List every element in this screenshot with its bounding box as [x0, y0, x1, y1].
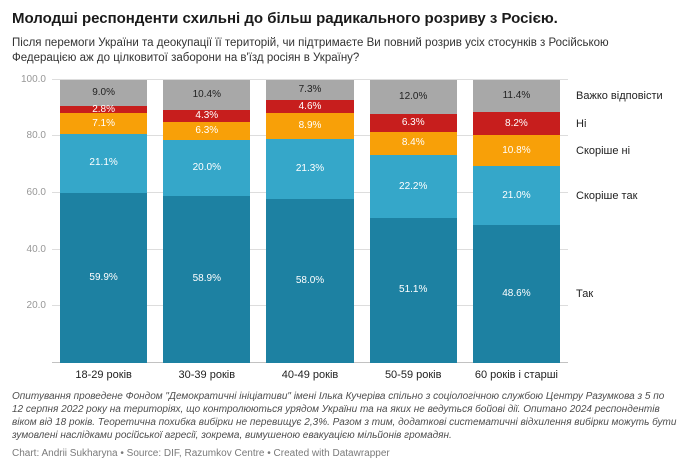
segment-value-label: 4.3% [195, 109, 219, 121]
bar-segment: 51.1% [369, 218, 457, 363]
segment-value-label: 10.4% [192, 88, 221, 100]
segment-value-label: 7.3% [298, 84, 322, 96]
legend: Так Скоріше так Скоріше ні Ні Важко відповіс… [574, 80, 678, 363]
bar-column: 51.1% 22.2% 8.4% 6.3% 12.0% [362, 79, 465, 363]
bar-segment: 7.1% [60, 113, 148, 134]
segment-value-label: 51.1% [399, 284, 428, 296]
bar-segment: 58.9% [163, 196, 251, 363]
bar-segment: 20.0% [163, 139, 251, 197]
gridline [52, 78, 568, 80]
x-axis-label: 30-39 років [178, 368, 236, 381]
credit-line: Chart: Andrii Sukharyna • Source: DIF, R… [12, 447, 390, 459]
bar-segment: 4.3% [163, 109, 251, 122]
segment-value-label: 8.9% [298, 120, 322, 131]
bar-segment: 2.8% [60, 103, 148, 115]
segment-value-label: 8.2% [505, 117, 528, 129]
bar-segment: 21.1% [60, 133, 148, 194]
segment-value-label: 7.1% [92, 117, 115, 129]
segment-value-label: 21.3% [295, 162, 325, 174]
legend-label: Важко відповісти [576, 89, 663, 102]
bar-segment: 21.3% [266, 138, 354, 199]
segment-value-label: 22.2% [399, 180, 428, 192]
bar-segment: 59.9% [60, 193, 148, 363]
bar-segment: 8.4% [369, 131, 457, 156]
segment-value-label: 58.9% [192, 273, 221, 285]
segment-value-label: 58.0% [295, 274, 325, 286]
legend-label: Так [576, 288, 594, 300]
footnote: Опитування проведене Фондом "Демократичн… [12, 390, 677, 442]
bar-segment: 9.0% [60, 80, 148, 106]
plot-area: 20.0 40.0 60.0 80.0 100.0 59.9% 21.1% 7.1% 2.8% 9… [21, 74, 568, 363]
bar-segment: 10.8% [472, 135, 561, 166]
chart-subtitle: Після перемоги України та деокупації її … [12, 36, 609, 65]
bar-segment: 11.4% [472, 79, 561, 113]
segment-value-label: 11.4% [502, 89, 531, 101]
segment-value-label: 21.0% [502, 189, 531, 201]
bar-segment: 8.2% [472, 112, 561, 136]
bar-segment: 6.3% [163, 121, 251, 140]
bar-segment: 21.0% [472, 165, 561, 226]
bar-column: 48.6% 21.0% 10.8% 8.2% 11.4% [465, 79, 568, 363]
y-tick-label: 80.0 [26, 130, 46, 142]
x-axis-label: 18-29 років [75, 368, 132, 381]
y-tick-label: 40.0 [26, 243, 46, 255]
legend-label: Скоріше ні [576, 144, 631, 157]
segment-value-label: 20.0% [192, 161, 221, 173]
bar-column: 58.9% 20.0% 6.3% 4.3% 10.4% [155, 80, 258, 363]
bars: 59.9% 21.1% 7.1% 2.8% 9.0% 58.9% 20.0% 6.3% 4.3%… [52, 79, 568, 363]
bar-segment: 22.2% [369, 155, 457, 219]
y-tick-label: 20.0 [26, 300, 46, 312]
bar-segment: 8.9% [266, 113, 354, 139]
bar-column: 58.0% 21.3% 8.9% 4.6% 7.3% [258, 79, 361, 363]
segment-value-label: 21.1% [89, 157, 118, 169]
y-tick-label: 100.0 [20, 73, 46, 85]
bar-segment: 48.6% [472, 225, 561, 363]
segment-value-label: 6.3% [195, 124, 219, 136]
bar-segment: 12.0% [369, 79, 457, 114]
y-tick-label: 60.0 [26, 186, 46, 198]
segment-value-label: 48.6% [502, 288, 531, 300]
bar-column: 59.9% 21.1% 7.1% 2.8% 9.0% [52, 80, 155, 363]
legend-label: Ні [576, 117, 587, 130]
segment-value-label: 59.9% [89, 272, 118, 284]
chart-area: 20.0 40.0 60.0 80.0 100.0 59.9% 21.1% 7.1% 2.8% 9… [12, 74, 678, 381]
legend-label: Скоріше так [576, 189, 638, 202]
x-axis-label: 40-49 років [281, 368, 339, 381]
chart-title: Молодші респонденти схильні до більш рад… [12, 10, 558, 27]
segment-value-label: 2.8% [92, 103, 115, 115]
bar-segment: 7.3% [266, 79, 354, 101]
segment-value-label: 4.6% [298, 100, 322, 112]
bar-segment: 58.0% [266, 198, 354, 363]
segment-value-label: 8.4% [401, 137, 425, 149]
segment-value-label: 9.0% [92, 86, 115, 98]
bar-segment: 4.6% [266, 100, 354, 114]
x-axis-label: 50-59 років [384, 368, 442, 381]
segment-value-label: 12.0% [399, 90, 428, 102]
x-axis-labels: 18-29 років 30-39 років 40-49 років 50-59 р… [52, 363, 568, 381]
segment-value-label: 10.8% [502, 144, 531, 156]
bar-segment: 6.3% [369, 113, 457, 132]
segment-value-label: 6.3% [401, 116, 425, 128]
x-axis-label: 60 років і старші [474, 368, 558, 381]
bar-segment: 10.4% [163, 80, 251, 110]
